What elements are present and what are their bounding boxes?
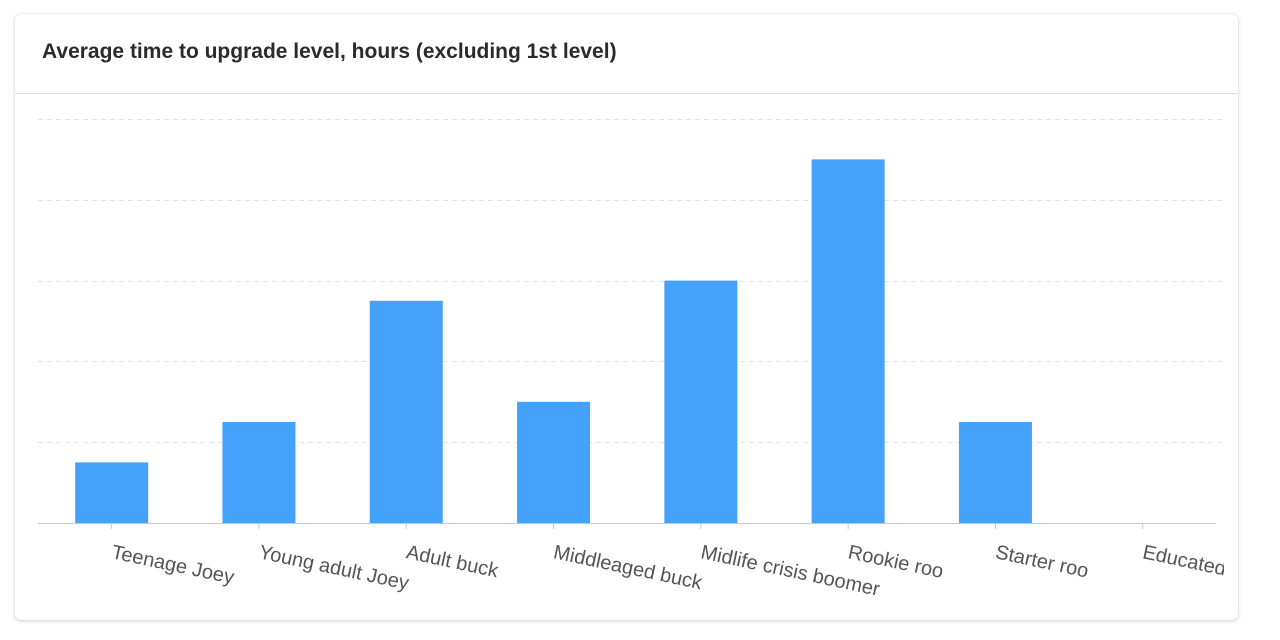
x-tick-label: Teenage Joey — [110, 541, 236, 588]
bar-2[interactable] — [369, 300, 443, 523]
bar-3[interactable] — [517, 401, 591, 523]
x-axis — [38, 523, 1216, 529]
x-tick-label: Young adult Joey — [257, 541, 411, 594]
bar-4[interactable] — [664, 280, 738, 523]
x-tick-label: Adult buck — [404, 541, 501, 582]
x-tick-label: Middleaged buck — [552, 541, 705, 594]
card-header: Average time to upgrade level, hours (ex… — [15, 14, 1238, 94]
x-tick-label: Educated roo — [1141, 541, 1238, 587]
bar-6[interactable] — [958, 422, 1032, 523]
chart-area: Teenage Joey Young adult Joey Adult buck Mi… — [15, 95, 1238, 620]
chart-card: Average time to upgrade level, hours (ex… — [15, 14, 1238, 620]
chart-title: Average time to upgrade level, hours (ex… — [42, 40, 617, 63]
bars — [75, 159, 1032, 523]
x-tick-label: Starter roo — [993, 541, 1090, 582]
bar-0[interactable] — [75, 462, 149, 523]
bar-1[interactable] — [222, 422, 296, 523]
grid-lines — [38, 119, 1224, 443]
bar-5[interactable] — [811, 159, 885, 523]
